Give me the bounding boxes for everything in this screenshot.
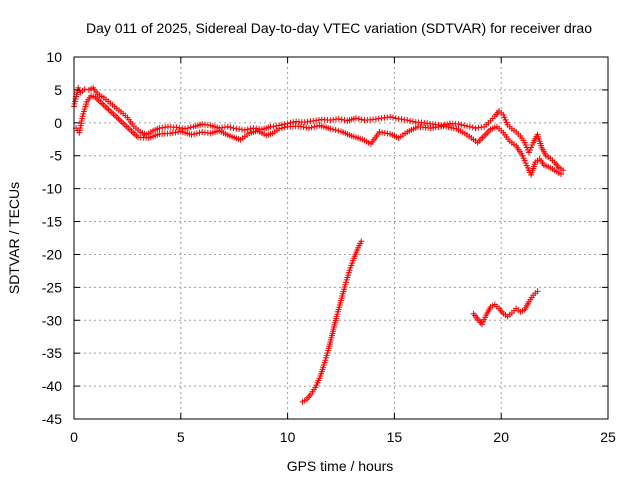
data-point (335, 115, 342, 122)
y-tick-label: 5 (54, 82, 62, 98)
data-point (187, 124, 194, 131)
y-tick-label: -5 (50, 148, 63, 164)
x-tick-label: 0 (70, 429, 78, 445)
data-point (409, 118, 416, 125)
gridlines (74, 57, 608, 419)
data-point (458, 121, 465, 128)
data-point (450, 125, 457, 132)
data-point (338, 116, 345, 123)
data-point (227, 124, 234, 131)
data-point (448, 124, 455, 131)
data-point (193, 130, 200, 137)
y-tick-label: -15 (42, 214, 62, 230)
data-point (461, 122, 468, 129)
y-tick-label: 0 (54, 115, 62, 131)
data-point (358, 238, 365, 245)
x-tick-label: 10 (280, 429, 296, 445)
data-point (81, 86, 88, 93)
data-point (184, 125, 191, 132)
y-tick-label: -10 (42, 181, 62, 197)
y-tick-label: -20 (42, 246, 62, 262)
y-tick-label: -45 (42, 411, 62, 427)
data-point (352, 115, 359, 122)
y-tick-label: -35 (42, 345, 62, 361)
y-tick-label: -40 (42, 378, 62, 394)
data-point (332, 127, 339, 134)
data-point (440, 123, 447, 130)
data-point (188, 131, 195, 138)
data-point (329, 126, 336, 133)
data-point (276, 125, 283, 132)
data-point (281, 124, 288, 131)
data-point (466, 123, 473, 130)
x-tick-label: 5 (177, 429, 185, 445)
data-point (241, 127, 248, 134)
chart-title: Day 011 of 2025, Sidereal Day-to-day VTE… (86, 20, 592, 36)
data-point (464, 123, 471, 130)
data-point (445, 124, 452, 131)
data-point (560, 167, 567, 174)
data-point (389, 114, 396, 121)
y-tick-label: 10 (46, 49, 62, 65)
data-point (224, 123, 231, 130)
data-point (191, 131, 198, 138)
data-point (455, 121, 462, 128)
data-point (407, 117, 414, 124)
data-point (558, 171, 565, 178)
data-point (392, 115, 399, 122)
plot-border (73, 56, 609, 420)
data-point (358, 116, 365, 123)
data-point (305, 125, 312, 132)
data-point (327, 125, 334, 132)
y-tick-label: -30 (42, 312, 62, 328)
data-point (444, 121, 451, 128)
data-point (404, 117, 411, 124)
x-tick-label: 20 (493, 429, 509, 445)
data-point (335, 127, 342, 134)
x-tick-label: 25 (600, 429, 616, 445)
data-point (311, 123, 318, 130)
data-point (443, 123, 450, 130)
data-point (244, 126, 251, 133)
data-point (196, 129, 203, 136)
data-point (247, 125, 254, 132)
axis-ticks: 0 5 10 15 20 25 10 5 0 -5 -10 -15 -20 -25 -30 -35 -40 -45 (42, 49, 616, 445)
data-point (469, 124, 476, 131)
data-points (71, 84, 567, 405)
y-axis-label: SDTVAR / TECUs (6, 182, 22, 294)
data-point (308, 124, 315, 131)
data-point (534, 288, 541, 295)
y-tick-label: -25 (42, 279, 62, 295)
data-point (278, 125, 285, 132)
data-point (230, 125, 237, 132)
data-point (355, 115, 362, 122)
data-point (387, 113, 394, 120)
x-tick-label: 15 (387, 429, 403, 445)
x-axis-label: GPS time / hours (287, 458, 394, 474)
